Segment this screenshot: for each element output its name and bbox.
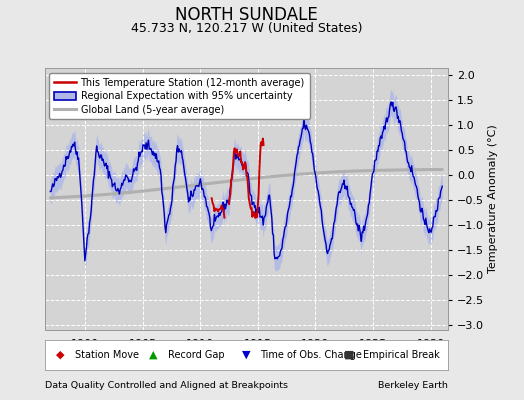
Text: ▲: ▲	[149, 350, 158, 360]
Text: Time of Obs. Change: Time of Obs. Change	[260, 350, 362, 360]
Text: 1925: 1925	[359, 339, 387, 349]
Text: 45.733 N, 120.217 W (United States): 45.733 N, 120.217 W (United States)	[130, 22, 362, 35]
Text: 1920: 1920	[301, 339, 330, 349]
Legend: This Temperature Station (12-month average), Regional Expectation with 95% uncer: This Temperature Station (12-month avera…	[49, 73, 310, 119]
Text: 1910: 1910	[186, 339, 214, 349]
Text: 1900: 1900	[71, 339, 99, 349]
Text: Berkeley Earth: Berkeley Earth	[378, 381, 448, 390]
Text: ■: ■	[344, 350, 354, 360]
Text: NORTH SUNDALE: NORTH SUNDALE	[175, 6, 318, 24]
Text: 1905: 1905	[128, 339, 157, 349]
Text: ◆: ◆	[57, 350, 65, 360]
Text: ▼: ▼	[242, 350, 250, 360]
Text: 1915: 1915	[244, 339, 272, 349]
Text: Station Move: Station Move	[75, 350, 139, 360]
Text: Empirical Break: Empirical Break	[363, 350, 440, 360]
Y-axis label: Temperature Anomaly (°C): Temperature Anomaly (°C)	[488, 125, 498, 273]
Text: Record Gap: Record Gap	[168, 350, 224, 360]
Text: 1930: 1930	[417, 339, 445, 349]
Text: Data Quality Controlled and Aligned at Breakpoints: Data Quality Controlled and Aligned at B…	[45, 381, 288, 390]
